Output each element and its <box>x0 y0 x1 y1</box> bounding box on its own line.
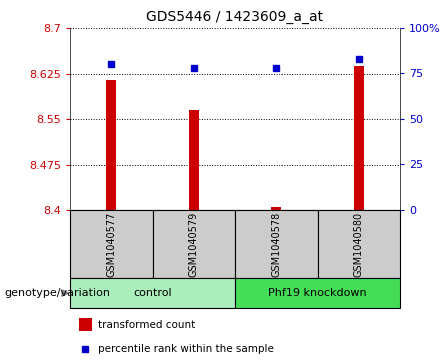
Text: GSM1040579: GSM1040579 <box>189 211 199 277</box>
Bar <box>70 210 153 278</box>
Text: transformed count: transformed count <box>98 320 195 330</box>
Title: GDS5446 / 1423609_a_at: GDS5446 / 1423609_a_at <box>147 10 323 24</box>
Bar <box>235 278 400 308</box>
Bar <box>235 210 318 278</box>
Text: Phf19 knockdown: Phf19 knockdown <box>268 288 367 298</box>
Text: percentile rank within the sample: percentile rank within the sample <box>98 343 274 354</box>
Text: genotype/variation: genotype/variation <box>4 288 110 298</box>
Text: GSM1040578: GSM1040578 <box>271 211 281 277</box>
Bar <box>70 278 235 308</box>
Bar <box>318 210 400 278</box>
Text: GSM1040577: GSM1040577 <box>106 211 116 277</box>
Bar <box>354 66 364 210</box>
Text: control: control <box>133 288 172 298</box>
Bar <box>79 318 92 331</box>
Bar <box>153 210 235 278</box>
Bar <box>106 79 116 210</box>
Bar <box>189 110 199 210</box>
Text: GSM1040580: GSM1040580 <box>354 211 364 277</box>
Bar <box>271 207 281 210</box>
